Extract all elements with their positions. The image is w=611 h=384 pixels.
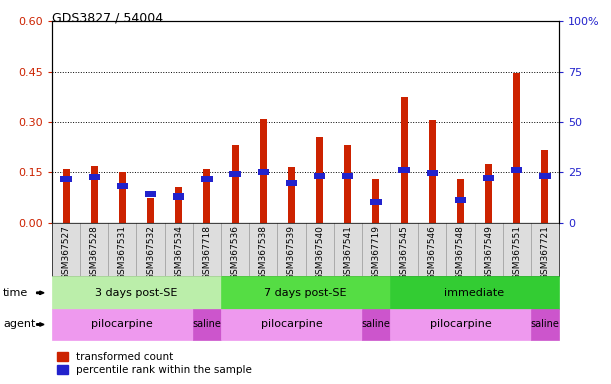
Text: GDS3827 / 54004: GDS3827 / 54004 — [52, 12, 163, 25]
Bar — [513, 73, 521, 223]
Text: 7 days post-SE: 7 days post-SE — [264, 288, 347, 298]
Text: GSM367534: GSM367534 — [174, 225, 183, 280]
Bar — [485, 164, 492, 223]
Bar — [316, 137, 323, 223]
Text: agent: agent — [3, 319, 35, 329]
Bar — [175, 187, 182, 223]
Text: immediate: immediate — [444, 288, 505, 298]
Text: GSM367721: GSM367721 — [541, 225, 549, 280]
Text: GSM367539: GSM367539 — [287, 225, 296, 280]
Text: pilocarpine: pilocarpine — [92, 319, 153, 329]
Text: GSM367549: GSM367549 — [484, 225, 493, 280]
Bar — [260, 119, 267, 223]
Bar — [147, 197, 154, 223]
Text: saline: saline — [530, 319, 560, 329]
Text: GSM367548: GSM367548 — [456, 225, 465, 280]
Bar — [457, 179, 464, 223]
Bar — [117, 184, 128, 189]
Text: GSM367528: GSM367528 — [90, 225, 99, 280]
Bar — [62, 169, 70, 223]
Text: pilocarpine: pilocarpine — [430, 319, 491, 329]
Bar — [483, 175, 494, 181]
Bar — [286, 180, 297, 186]
Text: GSM367541: GSM367541 — [343, 225, 353, 280]
Text: saline: saline — [362, 319, 390, 329]
Bar — [401, 97, 408, 223]
Bar — [60, 176, 71, 182]
Text: time: time — [3, 288, 28, 298]
Text: GSM367540: GSM367540 — [315, 225, 324, 280]
Bar — [203, 169, 210, 223]
Text: saline: saline — [192, 319, 221, 329]
Bar — [540, 173, 551, 179]
Text: GSM367531: GSM367531 — [118, 225, 127, 280]
Bar — [429, 120, 436, 223]
Text: GSM367546: GSM367546 — [428, 225, 437, 280]
Bar — [370, 199, 381, 205]
Bar — [541, 151, 549, 223]
Text: GSM367538: GSM367538 — [258, 225, 268, 280]
Bar — [89, 174, 100, 180]
Bar — [201, 176, 213, 182]
Bar — [426, 170, 438, 176]
Bar — [232, 146, 238, 223]
Bar — [342, 173, 353, 179]
Text: GSM367719: GSM367719 — [371, 225, 381, 280]
Text: 3 days post-SE: 3 days post-SE — [95, 288, 178, 298]
Bar — [173, 194, 185, 200]
Bar — [145, 191, 156, 197]
Bar — [119, 172, 126, 223]
Bar — [511, 167, 522, 173]
Bar — [288, 167, 295, 223]
Text: GSM367718: GSM367718 — [202, 225, 211, 280]
Text: pilocarpine: pilocarpine — [260, 319, 322, 329]
Bar — [398, 167, 410, 173]
Bar — [455, 197, 466, 203]
Bar — [90, 166, 98, 223]
Legend: transformed count, percentile rank within the sample: transformed count, percentile rank withi… — [57, 352, 252, 375]
Bar — [230, 171, 241, 177]
Text: GSM367532: GSM367532 — [146, 225, 155, 280]
Text: GSM367551: GSM367551 — [512, 225, 521, 280]
Bar — [258, 169, 269, 175]
Bar — [373, 179, 379, 223]
Bar — [314, 173, 325, 179]
Text: GSM367527: GSM367527 — [62, 225, 70, 280]
Text: GSM367545: GSM367545 — [400, 225, 409, 280]
Bar — [344, 146, 351, 223]
Text: GSM367536: GSM367536 — [230, 225, 240, 280]
